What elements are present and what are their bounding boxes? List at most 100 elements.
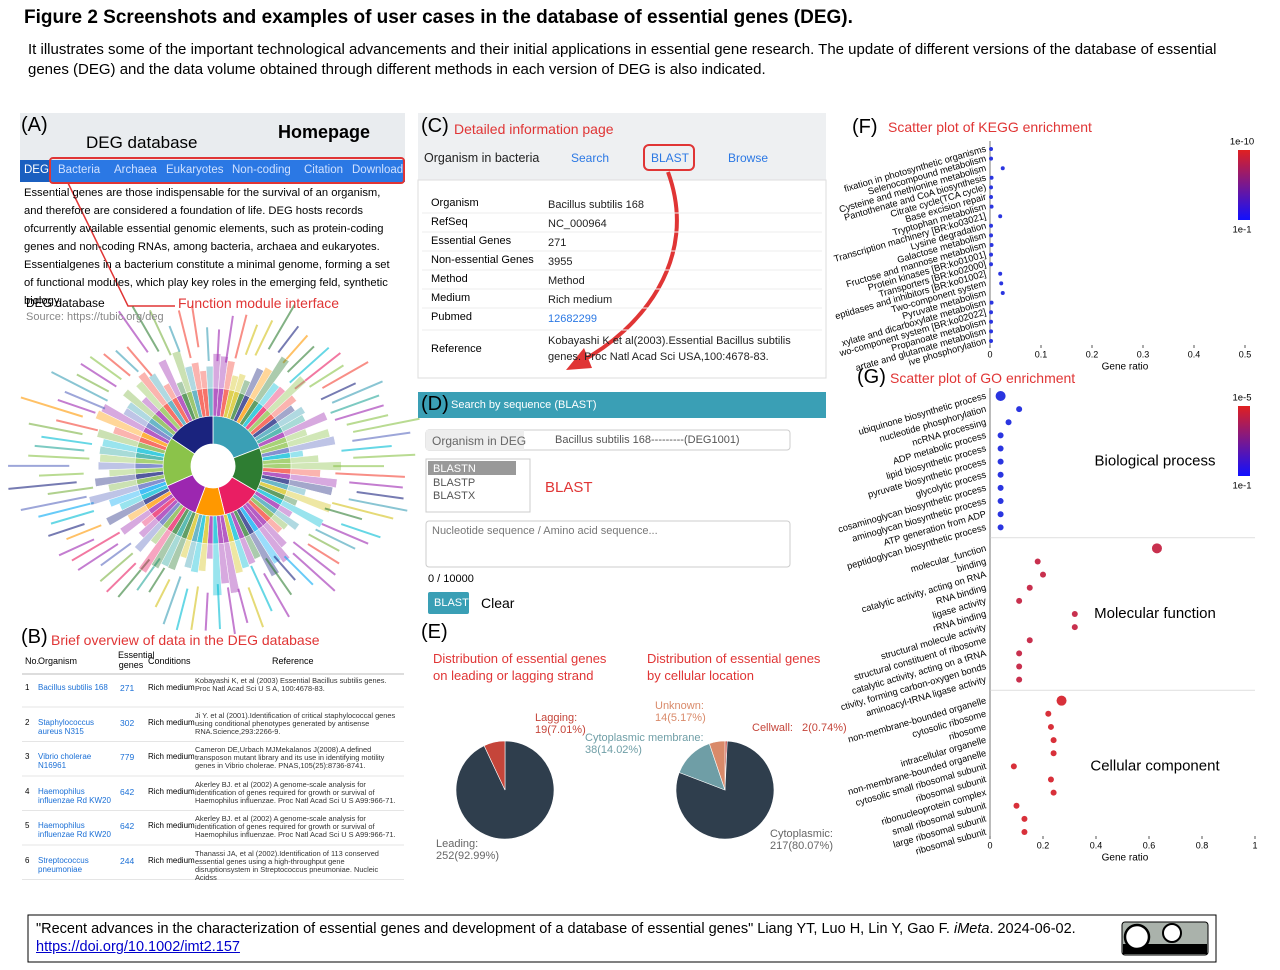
table-cell: Vibrio cholerae N16961 — [38, 752, 92, 770]
list-option[interactable]: BLASTP — [433, 476, 476, 489]
sunburst-label-stroke — [315, 528, 356, 550]
table-cell: Rich medium — [148, 855, 195, 865]
sunburst-label-stroke — [320, 382, 357, 401]
sunburst-label-stroke — [289, 346, 330, 384]
nav-item[interactable]: Download — [352, 164, 404, 176]
nav-item[interactable]: Bacteria — [58, 164, 101, 176]
sunburst-label-stroke — [349, 481, 403, 489]
tab[interactable]: Browse — [728, 151, 769, 165]
point — [1034, 558, 1041, 565]
sunburst-ring — [96, 428, 140, 448]
point — [997, 484, 1004, 491]
sunburst-label-stroke — [38, 501, 94, 518]
table-cell: 1 — [25, 683, 30, 692]
group-label: Biological process — [1095, 453, 1216, 470]
sunburst-ring — [191, 361, 203, 390]
sunburst-label-stroke — [224, 315, 234, 363]
point — [1047, 776, 1054, 783]
sunburst-label-stroke — [38, 472, 84, 477]
nav-active — [20, 160, 50, 182]
value-label: 2(0.74%) — [802, 722, 847, 734]
field-label: Organism — [431, 197, 479, 209]
table-header: Conditions — [148, 656, 191, 666]
sunburst-label-stroke — [99, 552, 134, 582]
select-value: Bacillus subtilis 168---------(DEG1001) — [555, 434, 740, 446]
sunburst-label-stroke — [294, 352, 341, 390]
point — [989, 223, 994, 228]
field-label: Medium — [431, 292, 471, 304]
sunburst — [8, 304, 420, 635]
sunburst-center — [201, 454, 225, 478]
highlight-box — [643, 144, 695, 171]
sunburst-label-stroke — [307, 543, 340, 565]
nav-item[interactable]: Archaea — [114, 164, 157, 176]
sunburst-ring — [105, 499, 146, 526]
point — [989, 329, 994, 334]
point — [989, 243, 994, 247]
d-header-bg — [418, 392, 826, 418]
sunburst-label-stroke — [283, 555, 314, 586]
sunburst-ring — [138, 517, 160, 539]
field-value: 271 — [548, 237, 567, 249]
point — [1016, 406, 1023, 413]
cc-logo — [1123, 923, 1151, 951]
point — [1056, 695, 1067, 706]
sunburst-label-stroke — [8, 481, 77, 490]
sunburst-label-stroke — [136, 557, 161, 591]
table-cell: 2 — [25, 717, 30, 727]
annotation: BLAST — [545, 479, 593, 496]
sunburst-label-stroke — [80, 362, 117, 388]
table-header: Essential genes — [118, 650, 155, 670]
nav-item[interactable]: Eukaryotes — [166, 164, 224, 176]
sunburst-ring — [282, 411, 328, 438]
citation-text: "Recent advances in the characterization… — [36, 921, 950, 937]
x-axis-label: Gene ratio — [1102, 853, 1149, 864]
sunburst-ring — [288, 435, 336, 453]
sunburst-label-stroke — [162, 576, 182, 625]
list-option[interactable]: BLASTN — [433, 463, 476, 475]
source-name: DEG database — [26, 296, 105, 310]
point — [1021, 829, 1028, 835]
nav-item[interactable]: Non-coding — [232, 164, 291, 176]
table-cell: Staphylococcus aureus N315 — [38, 717, 95, 736]
arrow — [579, 171, 679, 364]
sunburst-label-stroke — [308, 533, 340, 552]
tab[interactable]: BLAST — [651, 151, 690, 165]
sunburst-label-stroke — [206, 327, 210, 362]
by-logo — [1162, 923, 1182, 943]
site-name: DEG database — [86, 133, 198, 152]
chart-title: Distribution of essential genes by cellu… — [647, 651, 821, 683]
nav-item[interactable]: Citation — [304, 164, 343, 176]
point — [998, 214, 1003, 219]
button[interactable]: BLAST — [434, 597, 469, 609]
button-bg — [428, 592, 469, 614]
point — [989, 310, 994, 315]
sunburst-label-stroke — [66, 524, 102, 541]
tab[interactable]: Search — [571, 151, 610, 165]
button[interactable]: Clear — [481, 595, 515, 611]
point — [1021, 815, 1028, 822]
point — [1016, 650, 1023, 657]
sunburst-label-stroke — [115, 349, 139, 373]
doi-link[interactable]: https://doi.org/10.1002/imt2.157 — [36, 939, 240, 955]
sunburst-label-stroke — [58, 538, 95, 557]
value-label: 217(80.07%) — [770, 840, 833, 852]
slice-label: Unknown: — [655, 700, 704, 712]
nav-item[interactable]: DEG — [24, 164, 49, 176]
point — [989, 233, 994, 238]
date: . 2024-06-02. — [989, 921, 1076, 937]
sunburst-label-stroke — [353, 453, 416, 459]
sunburst-label-stroke — [149, 309, 172, 356]
panel-label: (A) — [21, 114, 48, 136]
sunburst-label-stroke — [204, 592, 209, 631]
point — [1050, 750, 1057, 757]
sunburst-label-stroke — [131, 305, 160, 353]
sunburst-label-stroke — [237, 588, 249, 624]
sunburst-label-stroke — [352, 417, 420, 433]
list-option[interactable]: BLASTX — [433, 490, 476, 502]
sunburst-ring — [266, 375, 307, 415]
x-tick-label: 0.4 — [1090, 840, 1103, 850]
point — [989, 252, 994, 257]
sunburst-ring — [119, 509, 152, 536]
point — [989, 195, 994, 199]
